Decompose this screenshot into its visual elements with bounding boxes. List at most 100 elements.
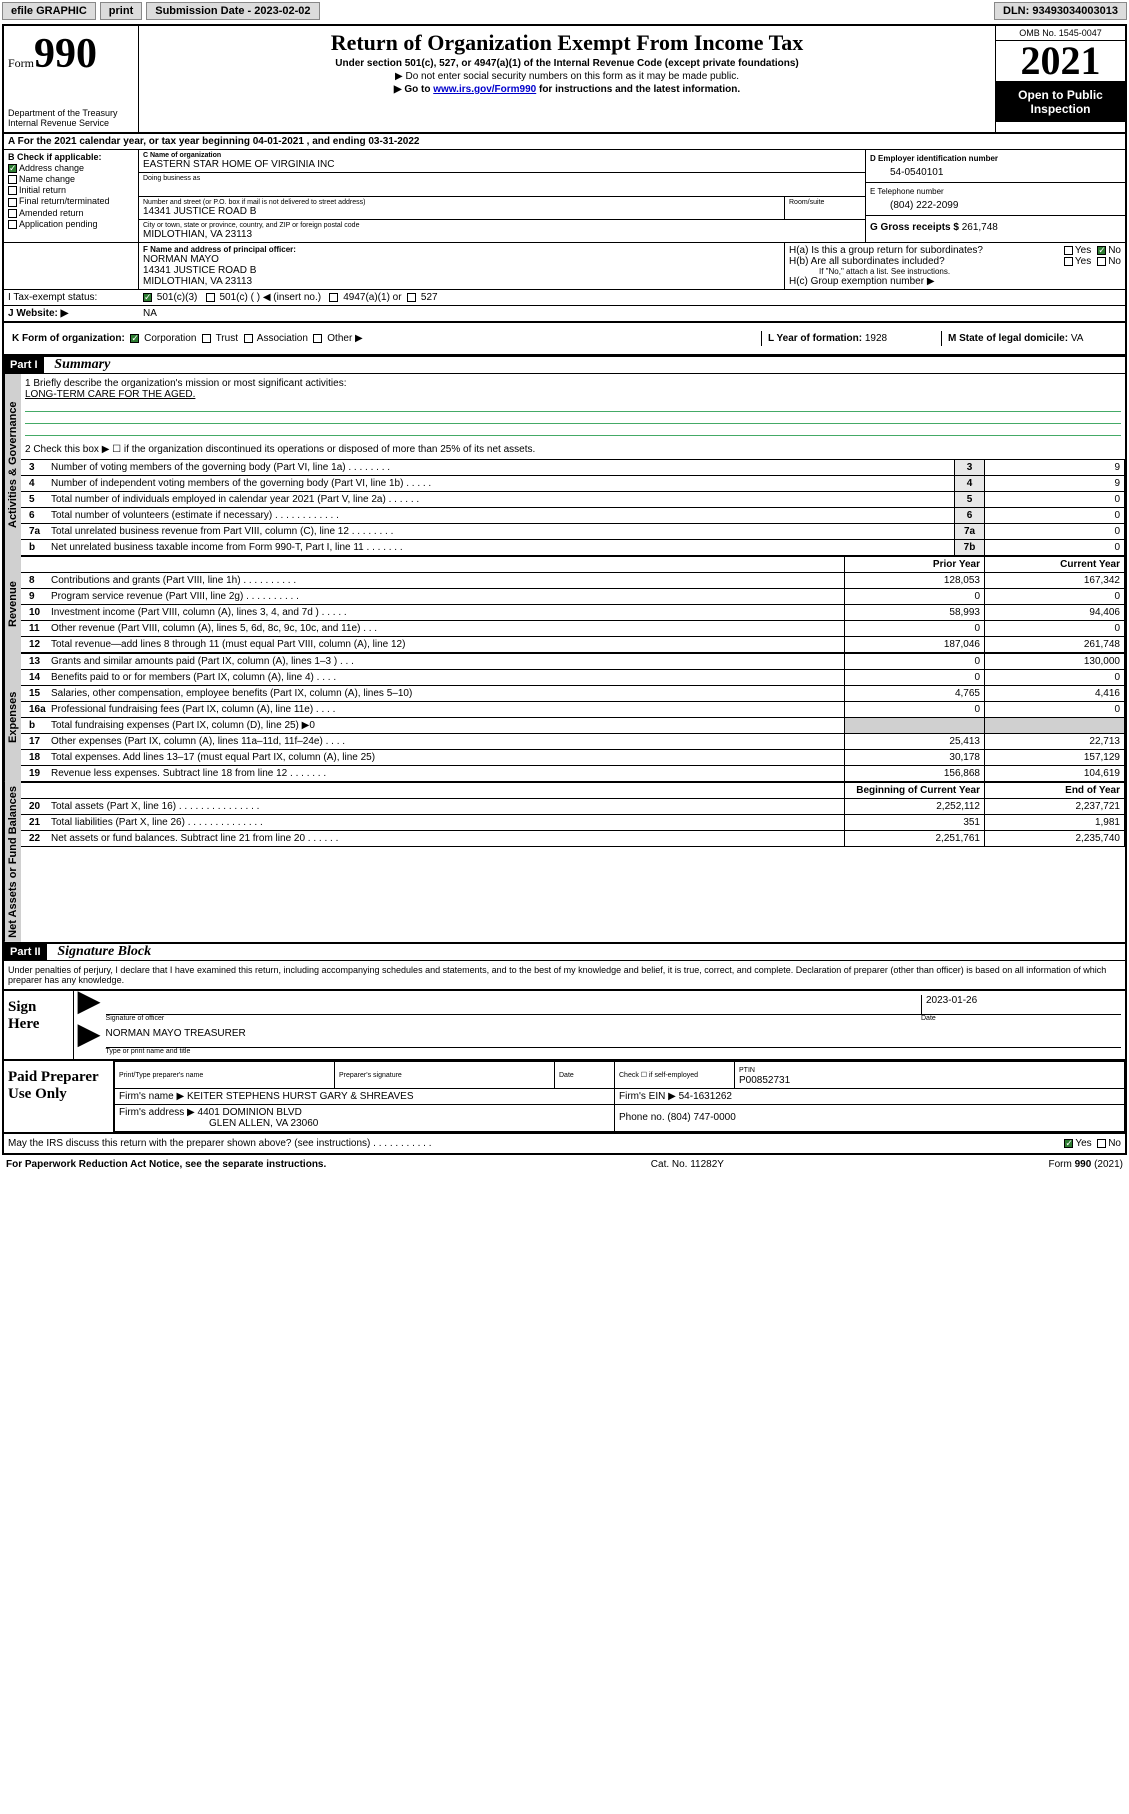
status-527-checkbox[interactable]	[407, 293, 416, 302]
discuss-label: May the IRS discuss this return with the…	[8, 1138, 1064, 1149]
status-501c3-checkbox[interactable]	[143, 293, 152, 302]
firm-addr1: 4401 DOMINION BLVD	[198, 1107, 302, 1118]
box-i-row: I Tax-exempt status: 501(c)(3) 501(c) ( …	[4, 290, 1125, 306]
firm-name: KEITER STEPHENS HURST GARY & SHREAVES	[187, 1091, 414, 1102]
box-c-wrap: C Name of organization EASTERN STAR HOME…	[139, 150, 865, 242]
table-row: 12Total revenue—add lines 8 through 11 (…	[21, 637, 1125, 653]
org-other-checkbox[interactable]	[313, 334, 322, 343]
h-a-yes-checkbox[interactable]	[1064, 246, 1073, 255]
f-h-block: F Name and address of principal officer:…	[4, 243, 1125, 290]
city-value: MIDLOTHIAN, VA 23113	[143, 229, 861, 240]
box-b-checkbox[interactable]	[8, 164, 17, 173]
form-prefix: Form	[8, 56, 34, 70]
phone-value: (804) 222-2099	[870, 196, 1121, 211]
status-4947-checkbox[interactable]	[329, 293, 338, 302]
table-row: 14Benefits paid to or for members (Part …	[21, 670, 1125, 686]
efile-graphic-button[interactable]: efile GRAPHIC	[2, 2, 96, 20]
year-formation-label: L Year of formation:	[768, 333, 862, 344]
discuss-yes: Yes	[1075, 1138, 1091, 1149]
table-row: 21Total liabilities (Part X, line 26) . …	[21, 815, 1125, 831]
h-b-yes: Yes	[1075, 256, 1091, 267]
signer-name-label: Type or print name and title	[106, 1048, 1121, 1055]
h-b-no-checkbox[interactable]	[1097, 257, 1106, 266]
form-header: Form990 Department of the Treasury Inter…	[4, 26, 1125, 134]
footer-left: For Paperwork Reduction Act Notice, see …	[6, 1159, 326, 1170]
ein-value: 54-0540101	[870, 163, 1121, 178]
part2-label: Part II	[4, 944, 47, 960]
org-corp-checkbox[interactable]	[130, 334, 139, 343]
opt-trust: Trust	[216, 333, 238, 344]
table-row: bNet unrelated business taxable income f…	[21, 540, 1125, 556]
opt-other: Other ▶	[327, 333, 362, 344]
footer-right: Form 990 (2021)	[1049, 1159, 1123, 1170]
box-b-checkbox[interactable]	[8, 198, 17, 207]
table-header-row: Prior YearCurrent Year	[21, 557, 1125, 573]
website-label: J Website: ▶	[4, 306, 139, 321]
sig-officer-label: Signature of officer	[106, 1015, 921, 1022]
signature-date: 2023-01-26	[921, 995, 1121, 1014]
gross-receipts-value: 261,748	[962, 222, 998, 233]
part2-title: Signature Block	[49, 944, 151, 959]
officer-name: NORMAN MAYO	[143, 254, 780, 265]
discuss-no-checkbox[interactable]	[1097, 1139, 1106, 1148]
form-org-label: K Form of organization:	[12, 333, 125, 344]
opt-4947: 4947(a)(1) or	[343, 292, 401, 303]
table-row: bTotal fundraising expenses (Part IX, co…	[21, 718, 1125, 734]
dba-label: Doing business as	[143, 175, 861, 182]
goto-prefix: ▶ Go to	[394, 84, 433, 95]
table-row: 5Total number of individuals employed in…	[21, 492, 1125, 508]
signer-name: NORMAN MAYO TREASURER	[106, 1028, 246, 1047]
org-trust-checkbox[interactable]	[202, 334, 211, 343]
irs-label: Internal Revenue Service	[8, 118, 134, 128]
form-number-digits: 990	[34, 31, 97, 77]
paid-preparer-section: Paid Preparer Use Only Print/Type prepar…	[4, 1061, 1125, 1134]
tax-year-begin: 04-01-2021	[253, 136, 304, 147]
opt-527: 527	[421, 292, 438, 303]
discuss-yes-checkbox[interactable]	[1064, 1139, 1073, 1148]
opt-501c: 501(c) ( ) ◀ (insert no.)	[219, 292, 321, 303]
tax-year: 2021	[996, 41, 1125, 82]
box-k-l-m: K Form of organization: Corporation Trus…	[4, 323, 1125, 356]
sign-here-label: Sign Here	[4, 991, 74, 1059]
form-number: Form990	[8, 30, 134, 78]
prep-sig-label: Preparer's signature	[339, 1072, 402, 1079]
header-mid: Return of Organization Exempt From Incom…	[139, 26, 995, 132]
h-b-yes-checkbox[interactable]	[1064, 257, 1073, 266]
box-b-title: B Check if applicable:	[8, 152, 134, 162]
goto-note: ▶ Go to www.irs.gov/Form990 for instruct…	[145, 84, 989, 95]
q1-value: LONG-TERM CARE FOR THE AGED.	[25, 389, 1121, 400]
h-b-note: If "No," attach a list. See instructions…	[789, 267, 1121, 276]
table-header-row: Beginning of Current YearEnd of Year	[21, 783, 1125, 799]
state-domicile-label: M State of legal domicile:	[948, 333, 1068, 344]
ein-label: D Employer identification number	[870, 154, 1121, 163]
firm-ein-label: Firm's EIN ▶	[619, 1091, 676, 1102]
h-a-no-checkbox[interactable]	[1097, 246, 1106, 255]
box-b-checkbox[interactable]	[8, 209, 17, 218]
status-501c-checkbox[interactable]	[206, 293, 215, 302]
box-b-item: Final return/terminated	[8, 196, 134, 206]
state-domicile-value: VA	[1071, 333, 1084, 344]
org-info-block: B Check if applicable: Address changeNam…	[4, 150, 1125, 243]
side-tab-expenses: Expenses	[4, 653, 21, 782]
goto-suffix: for instructions and the latest informat…	[536, 84, 740, 95]
print-button[interactable]: print	[100, 2, 142, 20]
org-assoc-checkbox[interactable]	[244, 334, 253, 343]
q1-label: 1 Briefly describe the organization's mi…	[25, 378, 1121, 389]
irs-link[interactable]: www.irs.gov/Form990	[433, 84, 536, 95]
firm-addr-label: Firm's address ▶	[119, 1107, 195, 1118]
table-row: 7aTotal unrelated business revenue from …	[21, 524, 1125, 540]
box-f: F Name and address of principal officer:…	[139, 243, 785, 289]
box-b-checkbox[interactable]	[8, 220, 17, 229]
table-row: 4Number of independent voting members of…	[21, 476, 1125, 492]
part1-rev-section: Revenue Prior YearCurrent Year8Contribut…	[4, 556, 1125, 653]
h-b-label: H(b) Are all subordinates included?	[789, 256, 1064, 267]
netassets-table: Beginning of Current YearEnd of Year20To…	[21, 782, 1125, 847]
box-b-checkbox[interactable]	[8, 186, 17, 195]
header-right: OMB No. 1545-0047 2021 Open to Public In…	[995, 26, 1125, 132]
table-row: 11Other revenue (Part VIII, column (A), …	[21, 621, 1125, 637]
box-b-checkbox[interactable]	[8, 175, 17, 184]
part1-net-section: Net Assets or Fund Balances Beginning of…	[4, 782, 1125, 943]
officer-city: MIDLOTHIAN, VA 23113	[143, 276, 780, 287]
table-row: 15Salaries, other compensation, employee…	[21, 686, 1125, 702]
year-formation-value: 1928	[865, 333, 887, 344]
